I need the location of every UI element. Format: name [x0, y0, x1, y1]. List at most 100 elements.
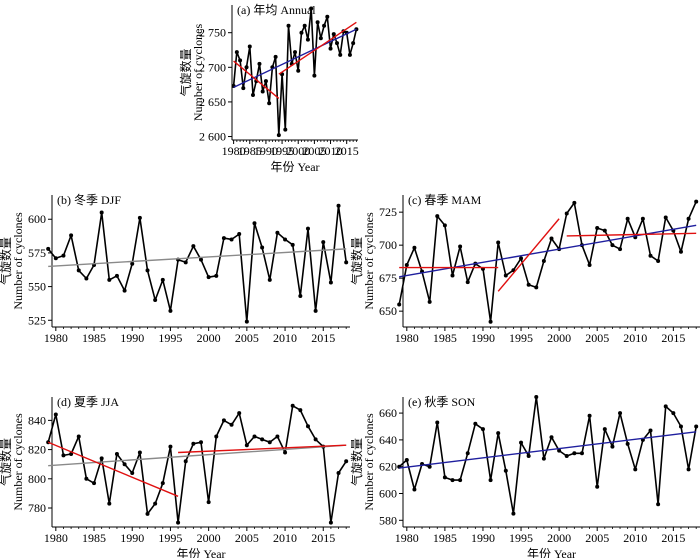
panel-title: (a) 年均 Annual	[237, 3, 316, 17]
data-point	[302, 23, 307, 28]
data-point	[648, 253, 653, 258]
y-tick-label: 640	[379, 433, 397, 447]
x-tick-label: 2010	[319, 144, 343, 158]
data-point	[488, 319, 493, 324]
x-tick-label: 2005	[235, 331, 259, 345]
data-point	[221, 236, 226, 241]
data-point	[283, 450, 288, 455]
x-tick-label: 2005	[302, 144, 326, 158]
data-point	[351, 41, 356, 46]
data-point	[450, 273, 455, 278]
data-point	[496, 240, 501, 245]
data-point	[114, 451, 119, 456]
data-point	[488, 478, 493, 483]
data-point	[168, 308, 173, 313]
trend-line	[566, 232, 697, 237]
data-point	[610, 243, 615, 248]
data-point	[298, 294, 303, 299]
data-point	[76, 434, 81, 439]
data-point	[587, 262, 592, 267]
x-tick-label: 1995	[509, 531, 533, 545]
data-point	[618, 247, 623, 252]
y-axis-label-cn: 气旋数量	[0, 438, 13, 486]
data-point	[656, 259, 661, 263]
data-point	[336, 470, 341, 475]
data-point	[130, 470, 135, 475]
data-point	[199, 440, 203, 445]
x-tick-label: 2010	[623, 531, 647, 545]
data-point	[496, 431, 501, 436]
y-tick-label: 725	[379, 205, 397, 219]
data-point	[153, 501, 158, 506]
y-tick-label: 525	[28, 313, 46, 327]
x-tick-label: 1990	[254, 144, 278, 158]
x-tick-label: 2005	[235, 531, 259, 545]
x-tick-label: 1980	[395, 331, 419, 345]
x-axis-label: 年份 Year	[270, 160, 319, 174]
data-point	[344, 260, 349, 265]
data-point	[145, 511, 150, 516]
data-point	[404, 457, 409, 462]
data-point	[122, 288, 127, 293]
data-point	[625, 441, 630, 446]
data-point	[427, 464, 432, 469]
data-point	[244, 65, 249, 70]
x-tick-label: 1985	[433, 531, 457, 545]
y-axis-label-cn: 气旋数量	[0, 237, 13, 285]
data-point	[53, 412, 58, 417]
data-point	[564, 453, 569, 458]
data-point	[260, 89, 265, 94]
panel-title: (b) 冬季 DJF	[57, 192, 121, 207]
data-point	[199, 257, 203, 262]
data-point	[325, 14, 330, 19]
data-point	[206, 275, 211, 280]
trend-line	[47, 441, 179, 497]
y-tick-label: 840	[28, 413, 46, 427]
data-point	[275, 434, 280, 439]
data-point	[610, 444, 615, 449]
x-tick-label: 2010	[273, 331, 297, 345]
data-point	[526, 453, 531, 458]
data-point	[347, 52, 352, 57]
data-point	[234, 50, 239, 55]
data-point	[338, 52, 343, 57]
x-tick-label: 1995	[509, 331, 533, 345]
y-tick-label: 575	[28, 246, 46, 260]
data-point	[458, 478, 463, 483]
data-point	[214, 434, 219, 439]
x-tick-label: 1990	[120, 531, 144, 545]
data-point	[503, 468, 508, 473]
series-line	[47, 205, 347, 323]
data-point	[247, 44, 252, 49]
data-point	[602, 427, 607, 432]
data-point	[541, 456, 546, 461]
x-tick-label: 1995	[270, 144, 294, 158]
data-point	[412, 245, 417, 250]
data-point	[267, 440, 272, 445]
panel-title: (d) 夏季 JJA	[57, 395, 119, 409]
data-point	[442, 223, 447, 228]
x-tick-label: 1990	[120, 331, 144, 345]
x-tick-label: 1980	[44, 331, 68, 345]
trend-line	[48, 248, 347, 268]
x-tick-label: 1995	[158, 331, 182, 345]
x-tick-label: 2000	[547, 531, 571, 545]
data-point	[328, 46, 333, 51]
y-axis-label-en: Number of cyclones	[191, 24, 205, 122]
data-point	[526, 282, 531, 287]
data-point	[595, 484, 600, 489]
data-point	[229, 422, 234, 427]
x-tick-label: 2000	[286, 144, 310, 158]
data-point	[252, 221, 257, 226]
data-point	[648, 428, 653, 433]
x-tick-label: 2010	[623, 331, 647, 345]
trend-line	[497, 218, 560, 292]
data-point	[84, 276, 89, 281]
data-point	[328, 280, 333, 285]
y-tick-label: 675	[379, 271, 397, 285]
y-tick-label: 2 750	[199, 26, 226, 40]
data-point	[625, 216, 630, 221]
data-point	[694, 424, 699, 429]
panel-d: 1980 1985 1990 1995 2000 2005 2010 2015 780 800 82…	[0, 395, 350, 558]
data-point	[283, 237, 288, 242]
